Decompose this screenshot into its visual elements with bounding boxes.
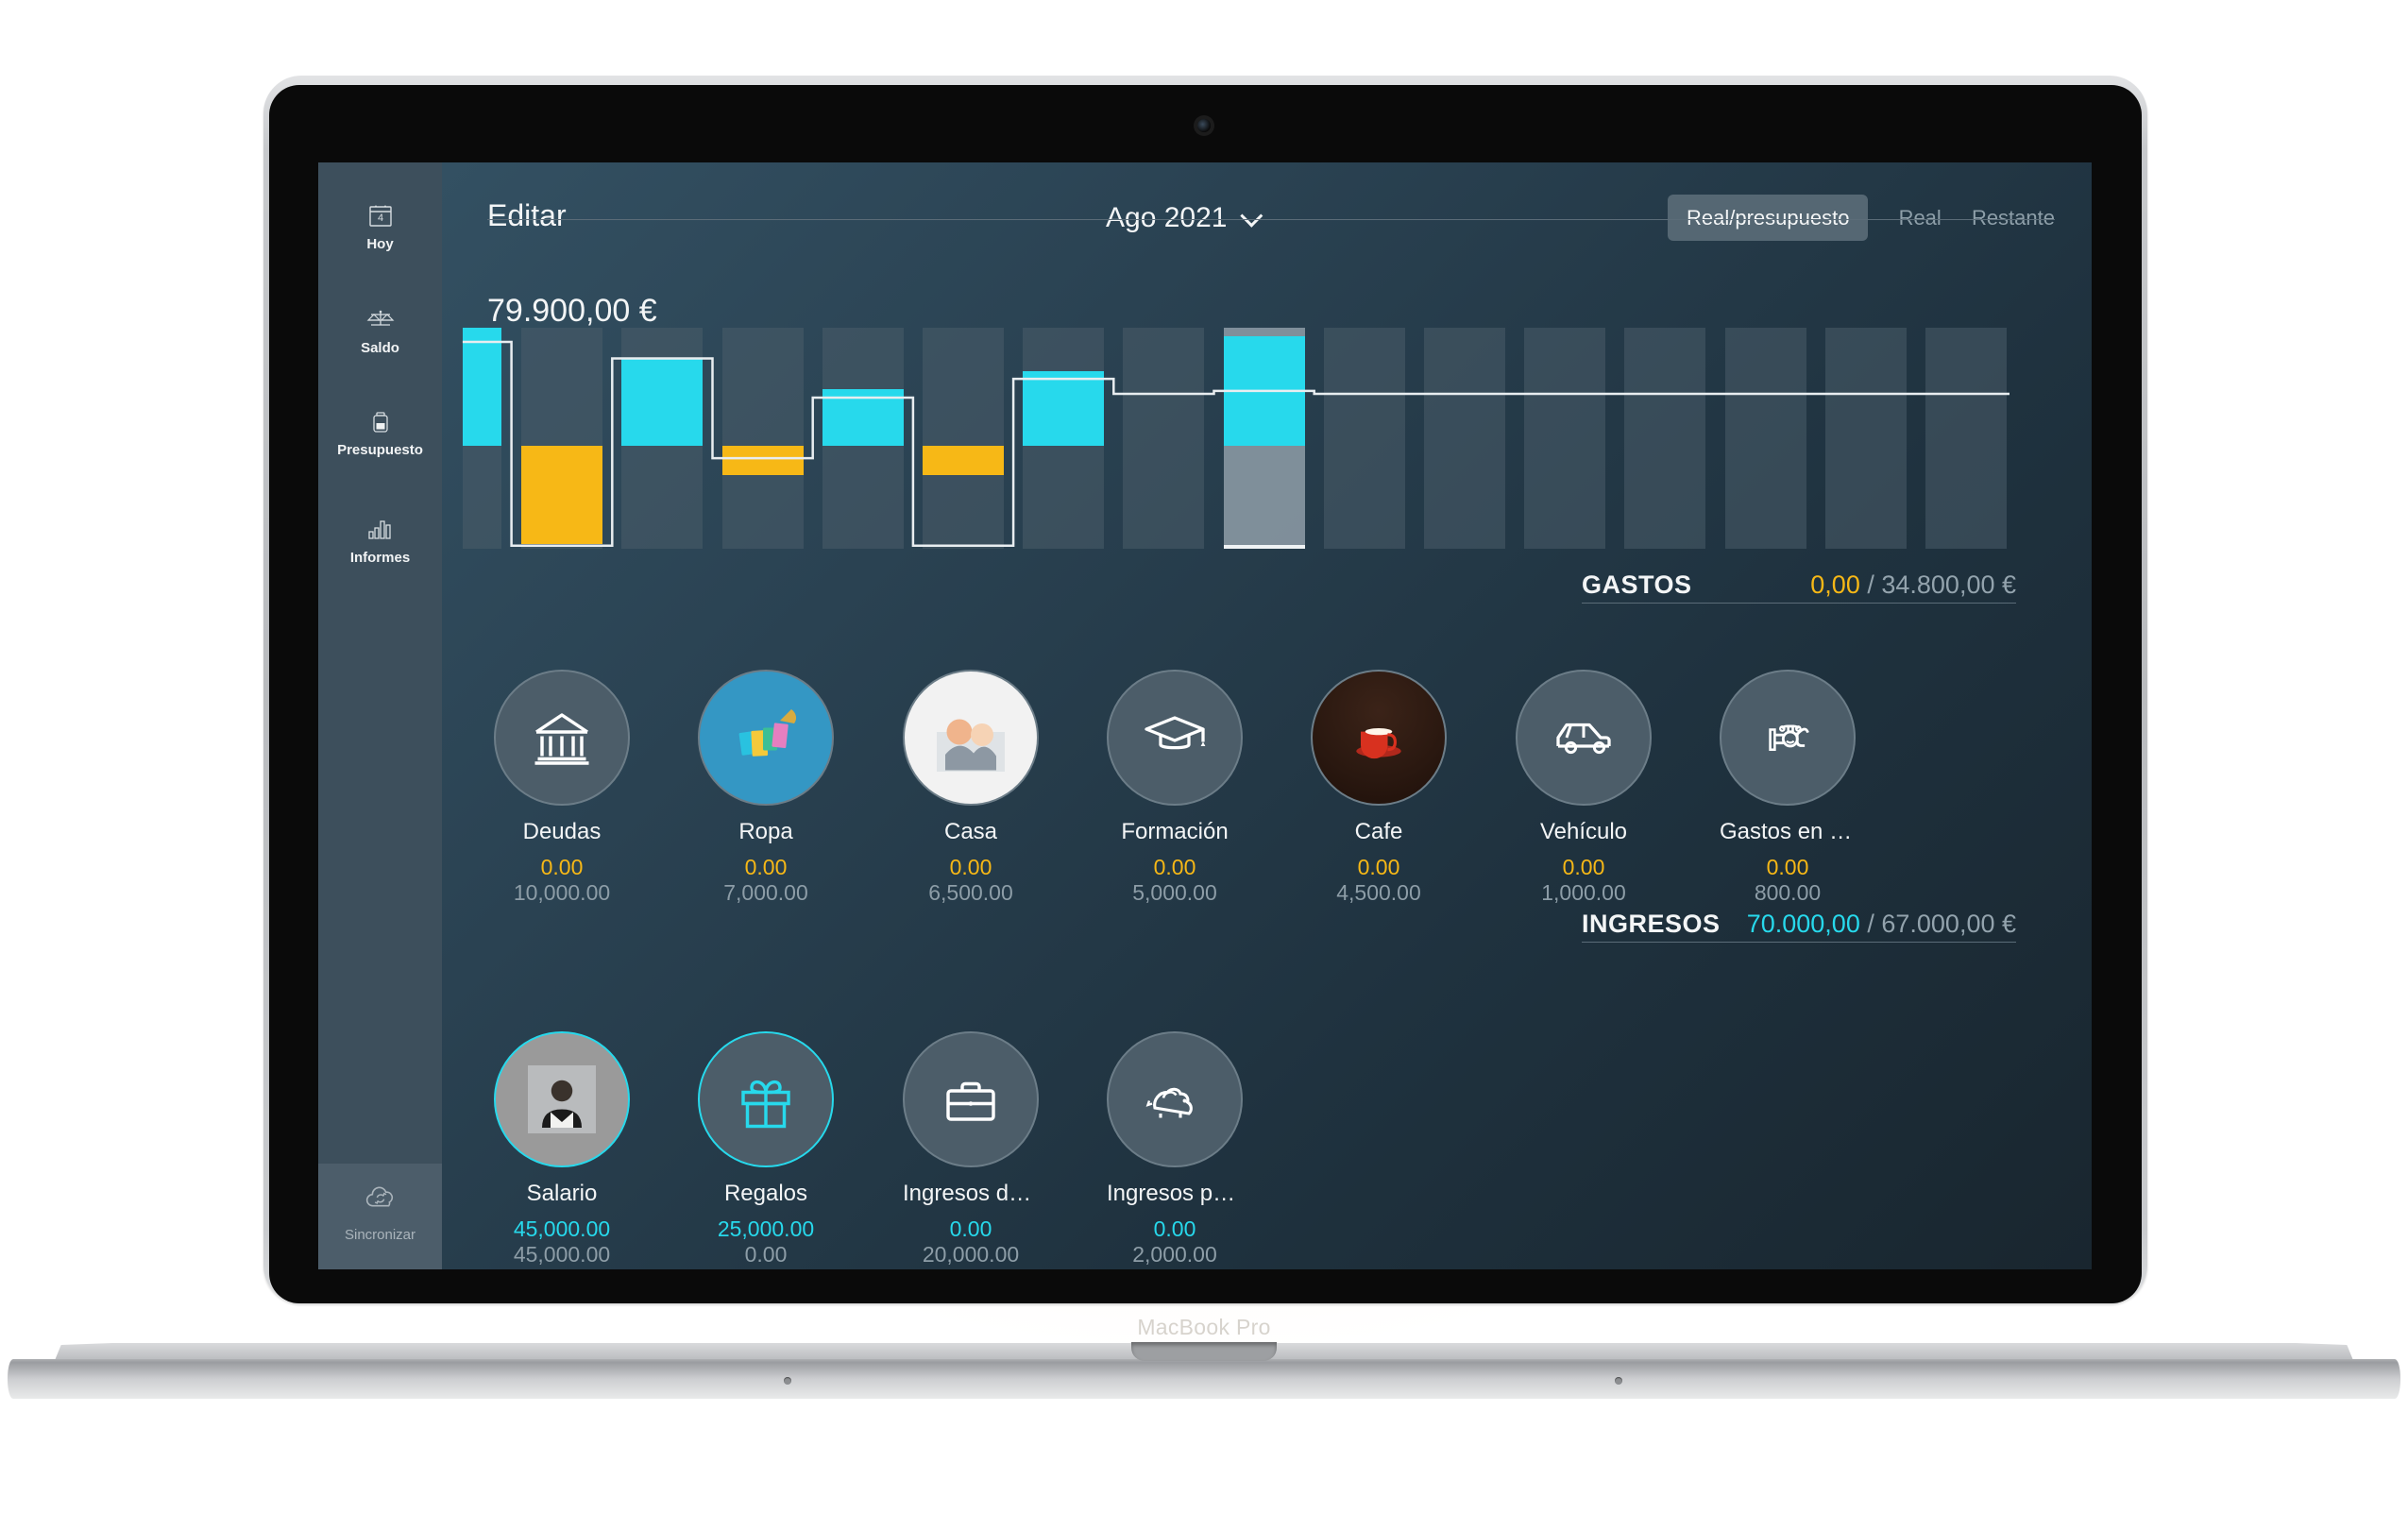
svg-text:4: 4 <box>377 213 382 224</box>
